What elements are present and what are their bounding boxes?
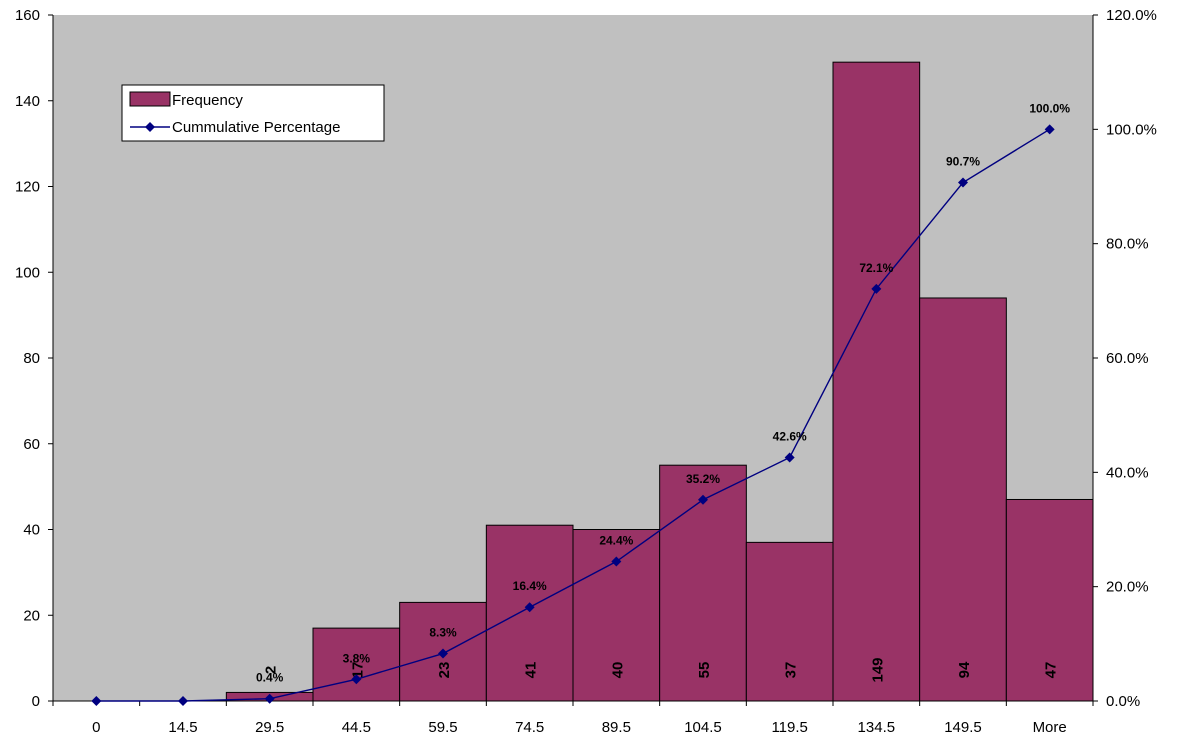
x-tick-label: 14.5: [168, 719, 197, 736]
y-right-tick-label: 60.0%: [1106, 350, 1149, 367]
y-left-tick-label: 0: [32, 693, 40, 710]
cumulative-data-label: 24.4%: [599, 534, 633, 548]
cumulative-data-label: 42.6%: [773, 429, 807, 443]
y-left-tick-label: 160: [15, 7, 40, 24]
bar-134.5: [832, 61, 921, 702]
y-right-tick-label: 20.0%: [1106, 579, 1149, 596]
bar-44.5: [312, 627, 401, 702]
cumulative-line: [96, 128, 1051, 702]
cumulative-data-label: 8.3%: [429, 626, 457, 640]
cumulative-marker-119.5: [784, 452, 795, 463]
cumulative-marker-74.5: [524, 602, 535, 613]
x-tick-label: 74.5: [515, 719, 544, 736]
cumulative-marker-14.5: [178, 696, 188, 706]
cumulative-data-label: 100.0%: [1029, 101, 1070, 115]
bar-data-label: 55: [696, 662, 713, 679]
cumulative-data-label: 3.8%: [343, 651, 371, 665]
cumulative-marker-0: [91, 696, 102, 706]
cumulative-data-label: 72.1%: [859, 261, 893, 275]
legend-marker-cumulative: [145, 122, 155, 132]
y-left-tick-label: 20: [23, 607, 40, 624]
bar-149.5: [919, 297, 1007, 702]
cumulative-marker-44.5: [351, 674, 362, 685]
cumulative-marker-89.5: [611, 556, 622, 567]
cumulative-marker-29.5: [264, 693, 275, 704]
legend-label-frequency: Frequency: [172, 92, 243, 109]
y-left-tick-label: 80: [23, 350, 40, 367]
bar-data-label: 94: [956, 661, 973, 678]
bar-series: [225, 61, 1094, 702]
bar-data-label: 37: [783, 662, 800, 679]
y-right-tick-label: 80.0%: [1106, 236, 1149, 253]
bar-data-label: 149: [869, 657, 886, 682]
cumulative-data-label: 35.2%: [686, 472, 720, 486]
y-left-tick-label: 140: [15, 93, 40, 110]
bar-data-label: 23: [436, 662, 453, 679]
x-tick-label: 134.5: [858, 719, 896, 736]
cumulative-marker-134.5: [871, 283, 882, 294]
bar-More: [1005, 498, 1094, 702]
legend: Frequency Cummulative Percentage: [121, 84, 385, 142]
legend-swatch-frequency: [129, 91, 171, 107]
y-right-tick-label: 100.0%: [1106, 121, 1157, 138]
bar-data-label: 40: [609, 662, 626, 679]
cumulative-data-label: 16.4%: [513, 579, 547, 593]
cumulative-data-label: 0.4%: [256, 671, 284, 685]
x-tick-label: 0: [92, 719, 100, 736]
cumulative-data-label: 90.7%: [946, 154, 980, 168]
x-tick-label: 59.5: [428, 719, 457, 736]
legend-label-cumulative: Cummulative Percentage: [172, 119, 340, 136]
x-tick-label: 119.5: [771, 719, 807, 736]
x-tick-label: 44.5: [342, 719, 371, 736]
y-left-tick-label: 60: [23, 436, 40, 453]
cumulative-marker-149.5: [958, 177, 968, 188]
y-right-tick-label: 0.0%: [1106, 693, 1140, 710]
bar-data-label: 47: [1043, 662, 1060, 679]
y-right-tick-label: 40.0%: [1106, 464, 1149, 481]
x-tick-label: 149.5: [944, 719, 982, 736]
cumulative-marker-More: [1044, 124, 1055, 135]
y-left-tick-label: 40: [23, 522, 40, 539]
cumulative-marker-104.5: [698, 494, 708, 505]
cumulative-marker-59.5: [438, 648, 448, 659]
y-left-tick-label: 120: [15, 179, 40, 196]
x-tick-label: More: [1033, 719, 1067, 736]
bar-data-label: 17: [349, 662, 366, 679]
y-left-tick-label: 100: [15, 264, 40, 281]
x-tick-label: 104.5: [684, 719, 722, 736]
y-right-tick-label: 120.0%: [1106, 7, 1157, 24]
x-tick-label: 29.5: [255, 719, 284, 736]
bar-data-label: 41: [523, 662, 540, 679]
x-tick-label: 89.5: [602, 719, 631, 736]
bar-data-label: 2: [263, 666, 280, 674]
